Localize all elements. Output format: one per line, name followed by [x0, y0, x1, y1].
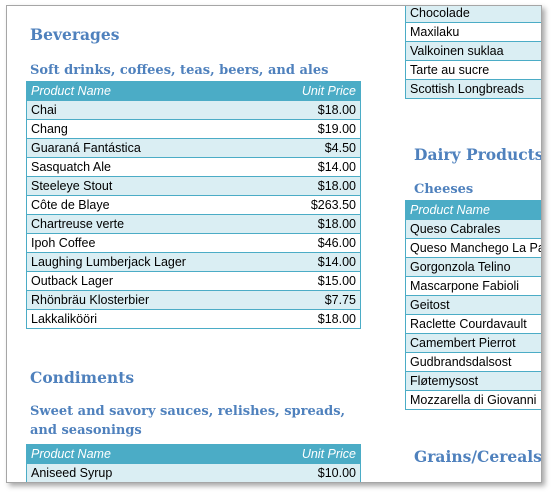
- product-name-cell: Geitost: [405, 295, 541, 315]
- table-row: Chang $19.00: [26, 119, 361, 139]
- table-row: Geitost: [405, 295, 541, 315]
- product-name-cell: Mozzarella di Giovanni: [405, 390, 541, 410]
- unit-price-cell: $18.00: [260, 309, 361, 329]
- product-name-cell: Mascarpone Fabioli: [405, 276, 541, 296]
- table-row: Valkoinen suklaa: [405, 41, 541, 61]
- table-row: Chai $18.00: [26, 100, 361, 120]
- table-row: Queso Manchego La Pastora: [405, 238, 541, 258]
- unit-price-cell: $18.00: [260, 100, 361, 120]
- product-name-cell: Gudbrandsdalsost: [405, 352, 541, 372]
- table-row: Lakkalikööri $18.00: [26, 309, 361, 329]
- table-row: Gudbrandsdalsost: [405, 352, 541, 372]
- condiments-subtitle: Sweet and savory sauces, relishes, sprea…: [30, 404, 346, 438]
- grains-title: Grains/Cereals: [414, 447, 542, 466]
- product-name-cell: Côte de Blaye: [26, 195, 261, 215]
- product-name-cell: Scottish Longbreads: [405, 79, 541, 99]
- column-header-unit-price: Unit Price: [260, 444, 361, 464]
- table-row: Outback Lager $15.00: [26, 271, 361, 291]
- unit-price-cell: $4.50: [260, 138, 361, 158]
- table-row: Fløtemysost: [405, 371, 541, 391]
- column-header-product-name: Product Name: [405, 200, 541, 220]
- table-header-row: Product Name Unit Price: [26, 444, 361, 464]
- table-row: Laughing Lumberjack Lager $14.00: [26, 252, 361, 272]
- unit-price-cell: $15.00: [260, 271, 361, 291]
- product-name-cell: Tarte au sucre: [405, 60, 541, 80]
- table-row: Queso Cabrales: [405, 219, 541, 239]
- unit-price-cell: $46.00: [260, 233, 361, 253]
- product-name-cell: Lakkalikööri: [26, 309, 261, 329]
- dairy-title: Dairy Products: [414, 145, 542, 164]
- product-name-cell: Aniseed Syrup: [26, 463, 261, 482]
- beverages-table: Product Name Unit Price Chai $18.00 Chang $…: [26, 81, 361, 329]
- unit-price-cell: $10.00: [260, 463, 361, 482]
- product-name-cell: Rhönbräu Klosterbier: [26, 290, 261, 310]
- table-row: Guaraná Fantástica $4.50: [26, 138, 361, 158]
- table-row: Gorgonzola Telino: [405, 257, 541, 277]
- product-name-cell: Ipoh Coffee: [26, 233, 261, 253]
- unit-price-cell: $7.75: [260, 290, 361, 310]
- product-name-cell: Sasquatch Ale: [26, 157, 261, 177]
- product-name-cell: Camembert Pierrot: [405, 333, 541, 353]
- unit-price-cell: $18.00: [260, 214, 361, 234]
- product-name-cell: Gorgonzola Telino: [405, 257, 541, 277]
- product-name-cell: Laughing Lumberjack Lager: [26, 252, 261, 272]
- product-name-cell: Maxilaku: [405, 22, 541, 42]
- beverages-title: Beverages: [30, 25, 120, 44]
- table-row: Mascarpone Fabioli: [405, 276, 541, 296]
- column-header-unit-price: Unit Price: [260, 81, 361, 101]
- table-header-row: Product Name Unit Price: [26, 81, 361, 101]
- document-page: Beverages Soft drinks, coffees, teas, be…: [6, 5, 542, 483]
- table-row: Scottish Longbreads: [405, 79, 541, 99]
- unit-price-cell: $263.50: [260, 195, 361, 215]
- unit-price-cell: $14.00: [260, 252, 361, 272]
- product-name-cell: Chang: [26, 119, 261, 139]
- beverages-subtitle: Soft drinks, coffees, teas, beers, and a…: [30, 63, 329, 78]
- column-header-product-name: Product Name: [26, 444, 261, 464]
- table-row: Chartreuse verte $18.00: [26, 214, 361, 234]
- dairy-subtitle: Cheeses: [414, 182, 474, 197]
- product-name-cell: Fløtemysost: [405, 371, 541, 391]
- product-name-cell: Steeleye Stout: [26, 176, 261, 196]
- table-row: Rhönbräu Klosterbier $7.75: [26, 290, 361, 310]
- column-header-product-name: Product Name: [26, 81, 261, 101]
- unit-price-cell: $19.00: [260, 119, 361, 139]
- table-row: Côte de Blaye $263.50: [26, 195, 361, 215]
- table-header-row: Product Name: [405, 200, 541, 220]
- product-name-cell: Queso Manchego La Pastora: [405, 238, 541, 258]
- product-name-cell: Chai: [26, 100, 261, 120]
- product-name-cell: Chocolade: [405, 6, 541, 23]
- unit-price-cell: $14.00: [260, 157, 361, 177]
- confections-table-tail: Chocolade Maxilaku Valkoinen suklaa Tarte a…: [405, 6, 541, 99]
- product-name-cell: Chartreuse verte: [26, 214, 261, 234]
- table-row: Chocolade: [405, 6, 541, 23]
- condiments-table: Product Name Unit Price Aniseed Syrup $10…: [26, 444, 361, 482]
- product-name-cell: Valkoinen suklaa: [405, 41, 541, 61]
- table-row: Raclette Courdavault: [405, 314, 541, 334]
- product-name-cell: Outback Lager: [26, 271, 261, 291]
- table-row: Ipoh Coffee $46.00: [26, 233, 361, 253]
- table-row: Steeleye Stout $18.00: [26, 176, 361, 196]
- table-row: Tarte au sucre: [405, 60, 541, 80]
- condiments-title: Condiments: [30, 368, 135, 387]
- unit-price-cell: $18.00: [260, 176, 361, 196]
- table-row: Maxilaku: [405, 22, 541, 42]
- table-row: Sasquatch Ale $14.00: [26, 157, 361, 177]
- table-row: Camembert Pierrot: [405, 333, 541, 353]
- table-row: Aniseed Syrup $10.00: [26, 463, 361, 482]
- product-name-cell: Queso Cabrales: [405, 219, 541, 239]
- table-row: Mozzarella di Giovanni: [405, 390, 541, 410]
- product-name-cell: Raclette Courdavault: [405, 314, 541, 334]
- product-name-cell: Guaraná Fantástica: [26, 138, 261, 158]
- dairy-table: Product Name Queso Cabrales Queso Mancheg…: [405, 200, 541, 410]
